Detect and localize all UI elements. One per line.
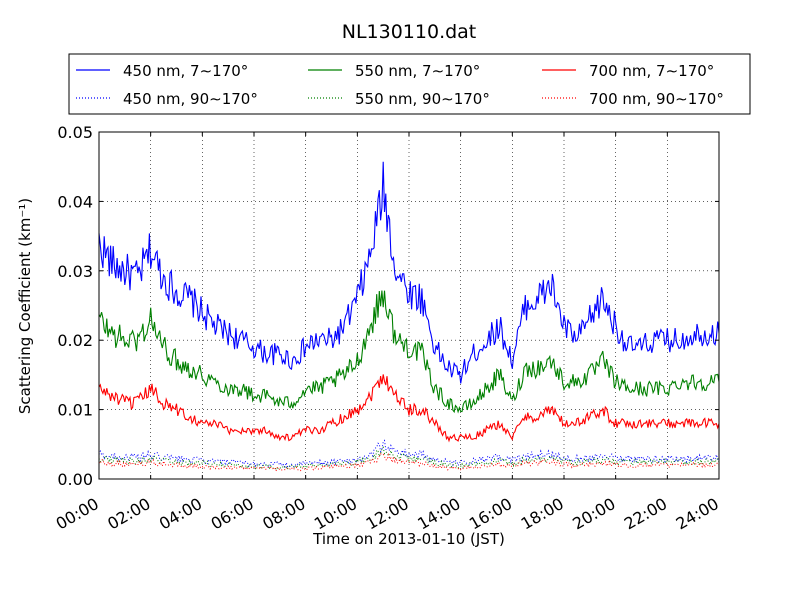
y-tick-label: 0.03 <box>57 262 93 281</box>
x-tick-label: 14:00 <box>414 494 463 534</box>
series-line <box>98 374 720 443</box>
y-tick-label: 0.05 <box>57 123 93 142</box>
x-tick-label: 00:00 <box>53 494 102 534</box>
x-tick-label: 06:00 <box>208 494 257 534</box>
x-tick-label: 22:00 <box>621 494 670 534</box>
y-tick-label: 0.01 <box>57 401 93 420</box>
x-axis-label: Time on 2013-01-10 (JST) <box>312 530 505 548</box>
series-line <box>98 452 720 473</box>
x-tick-label: 18:00 <box>518 494 567 534</box>
legend-label: 550 nm, 7∼170° <box>355 62 480 80</box>
x-tick-label: 04:00 <box>156 494 205 534</box>
x-tick-label: 08:00 <box>259 494 308 534</box>
x-tick-label: 24:00 <box>673 494 722 534</box>
series-line <box>98 439 720 469</box>
legend-box <box>68 53 751 115</box>
legend-label: 550 nm, 90∼170° <box>355 90 490 108</box>
series-group <box>98 161 720 473</box>
grid <box>99 132 719 479</box>
legend-label: 450 nm, 7∼170° <box>123 62 248 80</box>
chart-title: NL130110.dat <box>342 21 477 43</box>
legend-label: 700 nm, 90∼170° <box>589 90 724 108</box>
legend-label: 450 nm, 90∼170° <box>123 90 258 108</box>
y-tick-label: 0.00 <box>57 470 93 489</box>
legend-label: 700 nm, 7∼170° <box>589 62 714 80</box>
series-line <box>98 290 720 414</box>
x-tick-label: 20:00 <box>569 494 618 534</box>
x-tick-label: 02:00 <box>104 494 153 534</box>
series-line <box>98 161 720 384</box>
y-tick-label: 0.02 <box>57 331 93 350</box>
y-axis-label: Scattering Coefficient (km⁻¹) <box>16 198 34 414</box>
x-tick-label: 16:00 <box>466 494 515 534</box>
x-tick-label: 10:00 <box>311 494 360 534</box>
series-line <box>98 446 720 471</box>
legend: 450 nm, 7∼170° 550 nm, 7∼170° 700 nm, 7∼17… <box>68 53 751 115</box>
x-tick-label: 12:00 <box>363 494 412 534</box>
y-tick-label: 0.04 <box>57 192 93 211</box>
